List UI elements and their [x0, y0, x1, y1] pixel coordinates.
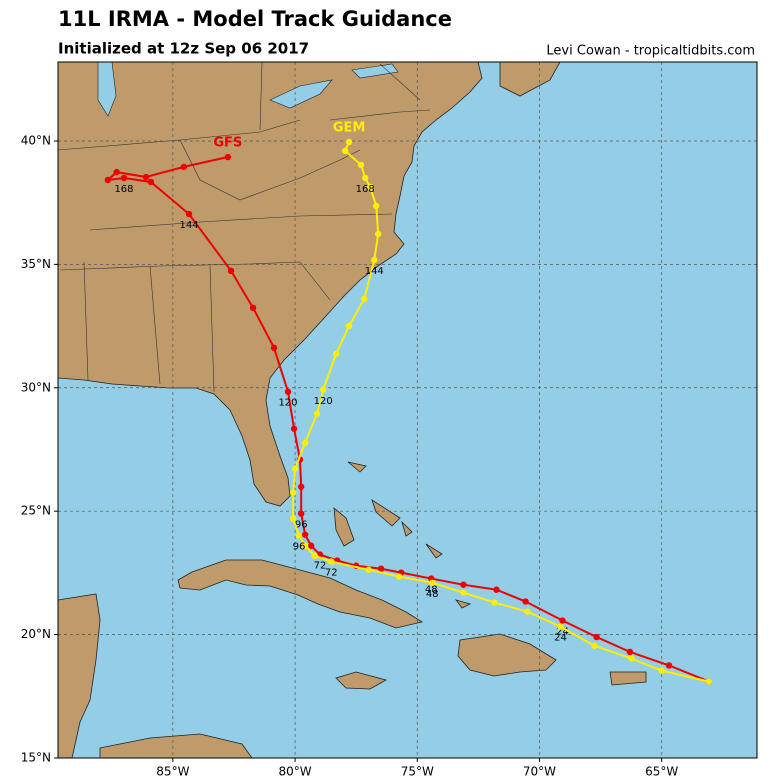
track-point [332, 350, 340, 357]
hour-label: 168 [114, 184, 133, 195]
track-point [289, 489, 297, 496]
hour-label: 168 [356, 184, 375, 195]
track-point [628, 655, 635, 662]
track-point [308, 542, 315, 549]
track-point [705, 678, 713, 685]
track-point [341, 147, 349, 155]
track-point [626, 648, 634, 656]
track-point [120, 174, 128, 182]
hour-label: 24 [556, 627, 569, 638]
hour-label: 48 [426, 589, 439, 600]
track-point [270, 344, 278, 352]
borders [58, 62, 431, 393]
map: 24 48 72 96 120 144 168 GFS 24 48 72 96 120 144 168 GEM [58, 62, 757, 758]
track-point [593, 633, 600, 641]
track-point [374, 230, 382, 238]
hour-label: 96 [295, 520, 308, 531]
track-point [428, 579, 436, 586]
track-point [301, 542, 309, 549]
hour-label: 72 [325, 568, 338, 579]
track-point [522, 598, 529, 605]
track-point [295, 532, 303, 539]
track-point [557, 623, 564, 630]
y-tick-label: 15°N [21, 751, 51, 765]
hour-label: 120 [314, 396, 333, 407]
hour-label: 24 [554, 633, 567, 644]
track-point [345, 322, 353, 330]
track-point [371, 256, 378, 264]
track-point [142, 173, 150, 181]
track-point [658, 667, 665, 674]
track-point [345, 138, 353, 146]
track-point [297, 483, 305, 490]
model-name: GFS [213, 136, 242, 151]
x-tick-label: 65°W [645, 765, 678, 779]
hour-label: 48 [425, 585, 438, 596]
track-point [284, 388, 292, 395]
track-point [377, 565, 385, 572]
track-point [491, 599, 498, 606]
track-point [290, 425, 298, 432]
track-line [104, 156, 710, 683]
hour-label: 72 [314, 561, 327, 572]
track-point [493, 586, 500, 593]
title: 11L IRMA - Model Track Guidance [58, 7, 452, 31]
model-name: GEM [333, 120, 366, 135]
track-point [395, 573, 403, 580]
track-point [301, 531, 309, 538]
track-point [362, 174, 369, 182]
y-tick-label: 35°N [21, 257, 51, 271]
track-point [104, 176, 112, 184]
track-point [291, 465, 299, 472]
credit: Levi Cowan - tropicaltidbits.com [546, 44, 755, 59]
track-point [559, 617, 566, 624]
track-point [249, 304, 257, 312]
track-point [289, 515, 297, 522]
map-frame [57, 61, 758, 759]
tracks: 24 48 72 96 120 144 168 GFS 24 48 72 96 120 144 168 GEM [104, 120, 713, 685]
axes: 85°W 80°W 75°W 70°W 65°W 15°N 20°N 25°N 30°N 35°N… [21, 133, 679, 778]
track-point [147, 178, 155, 186]
x-tick-label: 80°W [279, 765, 312, 779]
track-line [292, 141, 710, 683]
track-point [227, 267, 235, 274]
hour-label: 96 [293, 542, 306, 553]
track-point [297, 510, 305, 517]
track-point [524, 608, 531, 615]
track-point [665, 662, 673, 669]
y-tick-label: 30°N [21, 380, 51, 394]
track-point [361, 295, 368, 303]
x-tick-label: 85°W [156, 765, 189, 779]
hour-label: 144 [179, 220, 198, 231]
y-tick-label: 25°N [21, 504, 51, 518]
y-tick-label: 20°N [21, 627, 51, 641]
track-point [373, 202, 380, 210]
track-point [311, 552, 318, 559]
y-tick-label: 40°N [21, 133, 51, 147]
track-point [185, 210, 193, 218]
track-point [591, 642, 598, 649]
x-tick-label: 75°W [401, 765, 434, 779]
hour-label: 144 [365, 266, 384, 277]
track-point [460, 581, 467, 588]
track-point [113, 168, 120, 176]
track-point [365, 566, 372, 573]
track-point [319, 386, 327, 393]
grid [58, 62, 757, 758]
lakes [97, 62, 399, 117]
track-point [301, 439, 309, 447]
track-point [357, 161, 365, 169]
track-point [180, 163, 188, 171]
track-point [313, 410, 321, 417]
track-point [224, 153, 232, 161]
hour-label: 120 [278, 398, 297, 409]
subtitle: Initialized at 12z Sep 06 2017 [58, 40, 309, 58]
track-point [328, 558, 335, 565]
x-tick-label: 70°W [523, 765, 556, 779]
track-point [366, 183, 374, 191]
track-point [460, 589, 467, 596]
